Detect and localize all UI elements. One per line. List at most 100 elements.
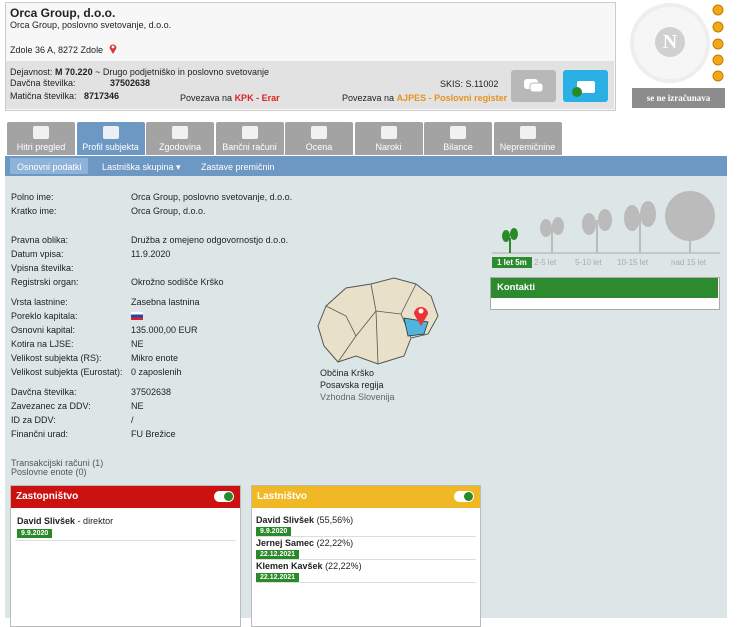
person-role: - direktor xyxy=(77,516,114,526)
tab[interactable]: Ocena xyxy=(285,122,353,155)
field-value: Okrožno sodišče Krško xyxy=(131,277,224,287)
owner-share: (55,56%) xyxy=(316,515,354,525)
tab-icon xyxy=(519,126,536,139)
field-label: Zavezanec za DDV: xyxy=(11,401,91,411)
owner: Klemen Kavšek (22,22%) xyxy=(256,561,362,571)
tab[interactable]: Zgodovina xyxy=(146,122,214,155)
tab[interactable]: Naroki xyxy=(354,122,423,155)
tab-label: Hitri pregled xyxy=(16,142,66,152)
owner-row: Klemen Kavšek (22,22%) 22.12.2021 xyxy=(256,560,476,583)
field-value: Orca Group, poslovno svetovanje, d.o.o. xyxy=(131,192,293,202)
owner-name: David Slivšek xyxy=(256,515,315,525)
field-label: Velikost subjekta (RS): xyxy=(11,353,102,363)
link[interactable]: Transakcijski računi (1) xyxy=(11,458,104,468)
subtab-bar xyxy=(5,156,727,176)
rating-letter: N xyxy=(655,27,685,57)
ownership-card: Lastništvo David Slivšek (55,56%) 9.9.202… xyxy=(251,485,481,627)
date-badge: 22.12.2021 xyxy=(256,573,300,582)
label: Dejavnost: xyxy=(10,67,53,77)
person-row: David Slivšek - direktor 9.9.2020 xyxy=(15,514,236,541)
tab-icon xyxy=(450,126,466,139)
field-value: / xyxy=(131,415,134,425)
activity: ~ Drugo podjetniško in poslovno svetovan… xyxy=(95,67,269,77)
age-label: 5-10 let xyxy=(575,258,602,267)
tab-icon xyxy=(380,126,397,139)
company-name: Orca Group, d.o.o. xyxy=(10,6,116,20)
portfolio-button[interactable] xyxy=(563,70,608,102)
field-label: Poreklo kapitala: xyxy=(11,311,78,321)
rating-status: se ne izračunava xyxy=(632,88,725,108)
owner-name: Klemen Kavšek xyxy=(256,561,323,571)
field-label: Kotira na LJSE: xyxy=(11,339,74,349)
tab-label: Nepremičnine xyxy=(499,142,556,152)
tab[interactable]: Profil subjekta xyxy=(76,122,145,155)
skis: SKIS: S.11002 xyxy=(440,79,499,89)
tab-icon xyxy=(241,126,258,139)
link[interactable]: Poslovne enote (0) xyxy=(11,467,87,477)
tab-label: Ocena xyxy=(305,142,333,152)
reg-number: 8717346 xyxy=(84,91,120,101)
owner: Jernej Samec (22,22%) xyxy=(256,538,353,548)
contacts-title: Kontakti xyxy=(491,278,718,298)
tab-label: Bilance xyxy=(443,142,473,152)
representation-card: Zastopništvo David Slivšek - direktor 9.9… xyxy=(10,485,241,627)
owner-name: Jernej Samec xyxy=(256,538,315,548)
pin-icon xyxy=(109,44,117,54)
tab-label: Naroki xyxy=(375,142,402,152)
tab[interactable]: Nepremičnine xyxy=(493,122,562,155)
subtab[interactable]: Zastave premičnin xyxy=(201,162,275,172)
label: Davčna številka: xyxy=(10,78,76,88)
map-region: Posavska regija xyxy=(320,380,384,390)
toggle[interactable] xyxy=(214,491,234,502)
map-cohesion: Vzhodna Slovenija xyxy=(320,392,395,402)
field-value: 0 zaposlenih xyxy=(131,367,182,377)
subtab-active xyxy=(10,158,88,174)
card-title: Zastopništvo xyxy=(16,491,79,502)
field-label: Vrsta lastnine: xyxy=(11,297,68,307)
field-value: 37502638 xyxy=(131,387,172,397)
tab-label: Profil subjekta xyxy=(82,142,139,152)
field-label: ID za DDV: xyxy=(11,415,56,425)
field-value: NE xyxy=(131,339,144,349)
flag xyxy=(131,312,143,320)
chat-button[interactable] xyxy=(511,70,556,102)
age-label: 1 let 5m xyxy=(492,257,532,268)
toggle[interactable] xyxy=(454,491,474,502)
field-value: 11.9.2020 xyxy=(131,249,171,259)
full-name: Orca Group, poslovno svetovanje, d.o.o. xyxy=(10,20,172,30)
age-label: 2-5 let xyxy=(534,258,557,267)
tab-label: Bančni računi xyxy=(222,142,277,152)
tab-icon xyxy=(311,126,327,139)
tab-label: Zgodovina xyxy=(158,142,202,152)
owner-share: (22,22%) xyxy=(316,538,354,548)
kpk-link[interactable]: KPK - Erar xyxy=(234,93,280,103)
label: Matična številka: xyxy=(10,91,77,101)
owner-row: Jernej Samec (22,22%) 22.12.2021 xyxy=(256,537,476,560)
field-value: Mikro enote xyxy=(131,353,179,363)
field-value: FU Brežice xyxy=(131,429,176,439)
tab[interactable]: Hitri pregled xyxy=(7,122,75,155)
map-municipality: Občina Krško xyxy=(320,368,375,378)
field-value: NE xyxy=(131,401,144,411)
person-name: David Slivšek xyxy=(17,516,76,526)
subtab[interactable]: Osnovni podatki xyxy=(17,162,82,172)
field-value: Družba z omejeno odgovornostjo d.o.o. xyxy=(131,235,289,245)
subtab[interactable]: Lastniška skupina ▾ xyxy=(102,162,181,172)
field-label: Registrski organ: xyxy=(11,277,79,287)
tax-number: 37502638 xyxy=(110,78,151,88)
label: Povezava na xyxy=(180,93,233,103)
field-label: Velikost subjekta (Eurostat): xyxy=(11,367,123,377)
field-value: Zasebna lastnina xyxy=(131,297,200,307)
field-value: Orca Group, d.o.o. xyxy=(131,206,206,216)
tab[interactable]: Bilance xyxy=(424,122,492,155)
tab[interactable]: Bančni računi xyxy=(215,122,284,155)
ajpes-link[interactable]: AJPES - Poslovni register xyxy=(396,93,508,103)
address: Zdole 36 A, 8272 Zdole xyxy=(10,45,104,55)
card-header: Zastopništvo xyxy=(11,486,240,508)
tab-icon xyxy=(102,126,119,139)
field-label: Kratko ime: xyxy=(11,206,57,216)
coins xyxy=(712,4,724,82)
activity-code: M 70.220 xyxy=(55,67,93,77)
field-label: Davčna številka: xyxy=(11,387,77,397)
